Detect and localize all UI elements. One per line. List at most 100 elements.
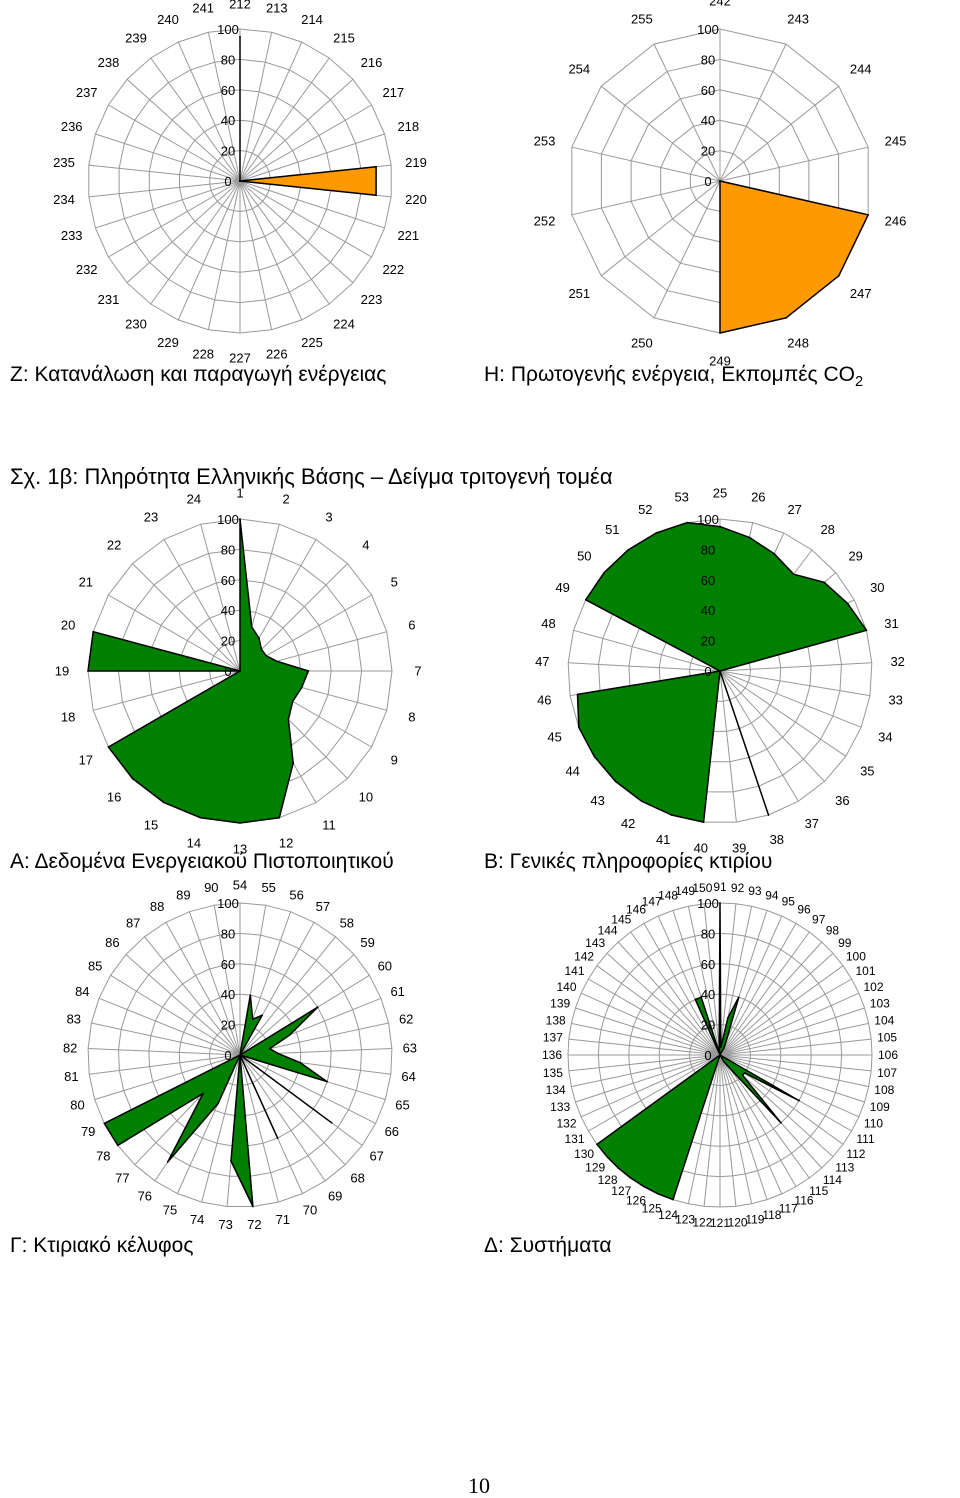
- radar-category-label: 61: [390, 984, 404, 999]
- radar-spoke: [110, 974, 241, 1056]
- radar-category-label: 124: [658, 1208, 678, 1222]
- radar-data-point: [614, 780, 617, 783]
- radar-category-label: 36: [835, 793, 849, 808]
- radar-data-point: [617, 1167, 620, 1169]
- radar-data-point: [87, 670, 89, 672]
- radar-category-label: 105: [877, 1031, 897, 1045]
- radar-category-label: 214: [301, 12, 323, 27]
- chart-caption-H-text: Η: Πρωτογενής ενέργεια, Εκπομπές CO: [484, 363, 856, 386]
- radar-spoke: [719, 670, 799, 802]
- radar-spoke: [239, 180, 354, 284]
- radar-category-label: 114: [823, 1173, 842, 1187]
- radar-data-point: [275, 660, 278, 662]
- radar-category-label: 222: [382, 262, 404, 277]
- radar-category-label: 19: [55, 664, 69, 679]
- radar-category-label: 117: [779, 1202, 798, 1216]
- radar-data-point: [375, 194, 377, 197]
- radar-data-point: [239, 180, 241, 182]
- radar-series-area: [87, 518, 310, 824]
- radar-category-label: 41: [656, 832, 670, 847]
- radar-data-point: [202, 1092, 204, 1095]
- radar-data-point: [199, 817, 202, 819]
- radar-category-label: 106: [878, 1048, 898, 1062]
- radar-category-label: 17: [79, 753, 93, 768]
- radar-spoke: [571, 180, 721, 216]
- radar-spoke: [600, 85, 721, 182]
- radar-data-point: [166, 1161, 169, 1163]
- radar-spoke: [239, 133, 385, 182]
- radar-spoke: [719, 952, 834, 1056]
- radar-category-label: 235: [53, 155, 75, 170]
- radar-tick-label: 40: [701, 113, 715, 128]
- radar-category-label: 89: [176, 887, 190, 902]
- radar-data-point: [603, 571, 605, 574]
- chart-caption-D: Δ: Συστήματα: [484, 1234, 612, 1257]
- radar-data-point: [785, 317, 787, 319]
- radar-category-label: 98: [826, 923, 840, 937]
- radar-tick-label: 60: [701, 573, 715, 588]
- radar-spoke: [165, 922, 241, 1056]
- radar-spoke: [687, 906, 721, 1056]
- radar-category-label: 118: [762, 1208, 781, 1222]
- chart-caption-H: Η: Πρωτογενής ενέργεια, Εκπομπές CO2: [484, 364, 863, 390]
- radar-spoke: [719, 1054, 797, 1187]
- radar-category-label: 66: [385, 1124, 399, 1139]
- radar-category-label: 74: [190, 1212, 204, 1227]
- chart-caption-G: Γ: Κτιριακό κέλυφος: [10, 1234, 194, 1257]
- radar-category-label: 52: [638, 502, 652, 517]
- radar-spoke: [95, 133, 241, 182]
- radar-category-label: 236: [61, 119, 83, 134]
- radar-spoke: [126, 78, 241, 182]
- radar-chart-H: 0 20 40 60 80 100 242 243 244 245 246 247 248 249 250 2…: [534, 0, 907, 369]
- radar-spoke: [239, 57, 330, 182]
- radar-data-point: [131, 777, 134, 780]
- radar-category-label: 43: [590, 793, 604, 808]
- radar-tick-label: 40: [221, 603, 235, 618]
- radar-category-label: 24: [187, 492, 201, 507]
- radar-category-label: 115: [809, 1184, 828, 1198]
- radar-tick-label: 60: [701, 83, 715, 98]
- radar-category-label: 131: [564, 1132, 584, 1146]
- radar-category-label: 218: [397, 119, 419, 134]
- radar-series-area: [596, 902, 800, 1201]
- radar-data-point: [838, 275, 840, 277]
- radar-spoke: [144, 936, 241, 1056]
- radar-spoke: [150, 180, 241, 305]
- radar-category-label: 68: [350, 1170, 364, 1185]
- radar-data-point: [798, 1099, 800, 1102]
- radar-tick-label: 40: [701, 987, 715, 1002]
- radar-category-label: 29: [848, 548, 862, 563]
- radar-category-label: 232: [76, 262, 98, 277]
- radar-spoke: [239, 78, 354, 182]
- radar-data-point: [727, 1017, 729, 1019]
- radar-data-point: [287, 718, 290, 721]
- radar-data-point: [117, 1144, 119, 1147]
- radar-data-point: [718, 1046, 720, 1049]
- radar-category-label: 7: [414, 664, 421, 679]
- radar-category-label: 80: [70, 1097, 84, 1112]
- radar-data-point: [767, 814, 770, 816]
- radar-category-label: 108: [874, 1083, 894, 1097]
- radar-category-label: 254: [568, 61, 590, 76]
- radar-tick-label: 20: [701, 1018, 715, 1033]
- radar-data-point: [743, 1072, 746, 1074]
- radar-spoke: [177, 180, 241, 321]
- radar-category-label: 248: [787, 336, 809, 351]
- radar-category-label: 226: [266, 347, 288, 362]
- radar-data-point: [719, 1054, 721, 1056]
- radar-category-label: 251: [568, 286, 590, 301]
- radar-spoke: [91, 1022, 241, 1056]
- radar-tick-label: 0: [704, 664, 711, 679]
- radar-spoke: [719, 662, 872, 672]
- radar-category-label: 120: [728, 1215, 748, 1229]
- radar-data-point: [92, 630, 94, 633]
- radar-tick-label: 0: [704, 1048, 711, 1063]
- radar-category-label: 116: [794, 1194, 813, 1208]
- radar-category-label: 9: [391, 753, 398, 768]
- radar-spoke: [703, 903, 721, 1056]
- radar-category-label: 99: [838, 936, 852, 950]
- radar-category-label: 97: [812, 912, 826, 926]
- radar-category-label: 85: [88, 958, 102, 973]
- radar-category-label: 255: [631, 11, 653, 26]
